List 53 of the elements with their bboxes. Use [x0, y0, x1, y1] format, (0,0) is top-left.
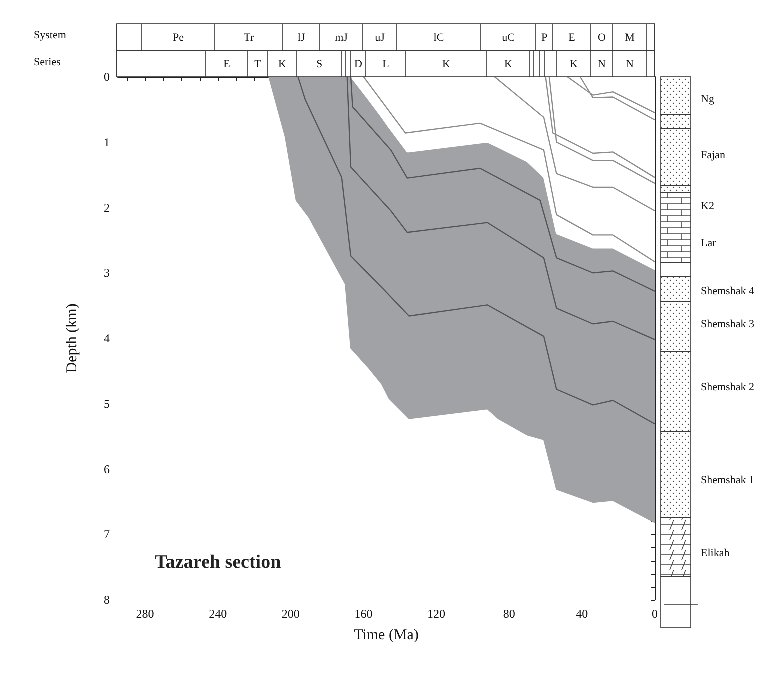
y-tick-label: 5 [104, 396, 110, 411]
text: Tr [244, 32, 254, 44]
text: System [34, 30, 67, 42]
y-tick-label: 8 [104, 593, 110, 607]
text: Ng [701, 94, 715, 106]
text: mJ [335, 32, 349, 44]
text: K [442, 58, 451, 71]
y-tick-label: 7 [104, 528, 110, 542]
text: N [626, 58, 634, 71]
x-tick-label: 0 [652, 607, 658, 621]
text: E [224, 58, 231, 71]
text: Pe [173, 32, 184, 44]
text: uC [502, 32, 515, 44]
text: Shemshak 3 [701, 318, 755, 331]
y-tick-label: 1 [104, 135, 110, 150]
x-tick-label: 280 [136, 607, 154, 621]
text: K [504, 58, 513, 71]
text: Shemshak 2 [701, 382, 754, 394]
y-tick-label: 6 [104, 462, 110, 476]
y-tick-label: 2 [104, 200, 110, 215]
x-tick-label: 120 [428, 607, 446, 621]
text: Shemshak 4 [701, 286, 755, 298]
text: T [254, 58, 262, 71]
text: P [541, 32, 548, 44]
y-tick-label: 3 [104, 266, 110, 280]
text: L [382, 58, 390, 71]
text: Tazareh section [155, 552, 282, 573]
x-tick-label: 200 [282, 607, 300, 621]
x-tick-label: 160 [354, 607, 373, 621]
text: N [598, 58, 606, 71]
text: lC [434, 32, 444, 44]
text: lJ [298, 32, 306, 44]
text: Series [34, 56, 61, 69]
text: K [570, 58, 578, 71]
text: Lar [701, 238, 717, 250]
x-tick-label: 40 [576, 607, 588, 621]
text: Fajan [701, 150, 726, 162]
text: K2 [701, 200, 714, 213]
text: O [598, 32, 606, 44]
text: uJ [375, 32, 386, 44]
text: E [568, 32, 576, 44]
x-axis-title: Time (Ma) [354, 628, 419, 644]
text: D [354, 58, 363, 71]
text: M [625, 32, 636, 44]
y-tick-label: 0 [104, 70, 110, 84]
y-axis-title: Depth (km) [64, 304, 80, 374]
text: K [278, 58, 287, 71]
text: Shemshak 1 [701, 474, 754, 487]
text: S [316, 58, 323, 71]
text: Elikah [701, 548, 730, 560]
x-tick-label: 80 [503, 607, 516, 621]
y-tick-label: 4 [104, 332, 110, 346]
x-tick-label: 240 [209, 607, 228, 621]
